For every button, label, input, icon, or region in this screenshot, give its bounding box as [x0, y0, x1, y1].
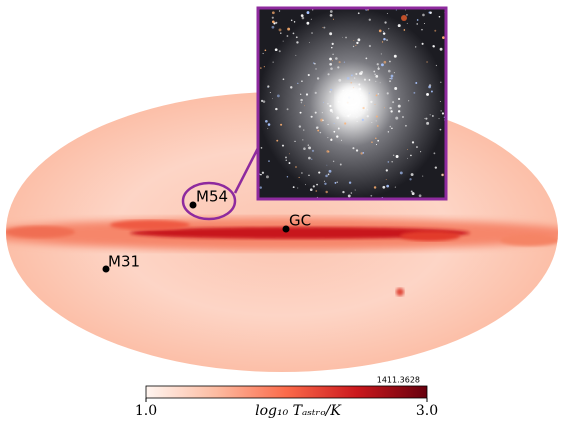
tick-label: 3.0	[416, 403, 438, 419]
colorbar: 1411.3628 log₁₀ Tₐₛₜᵣₒ/K 1.0 3.0	[135, 376, 438, 420]
tick-label: 1.0	[135, 403, 157, 419]
annotation: M31	[108, 253, 140, 271]
annotation: M54	[196, 188, 228, 206]
colorbar-max: 1411.3628	[377, 376, 420, 385]
colorbar-label: log₁₀ Tₐₛₜᵣₒ/K	[255, 403, 342, 419]
figure: M54 GC M31 1411.3628 log₁₀ Tₐₛₜᵣₒ/K 1.0 3…	[0, 0, 564, 422]
annotation: GC	[289, 212, 311, 230]
inset-image	[218, 0, 488, 235]
